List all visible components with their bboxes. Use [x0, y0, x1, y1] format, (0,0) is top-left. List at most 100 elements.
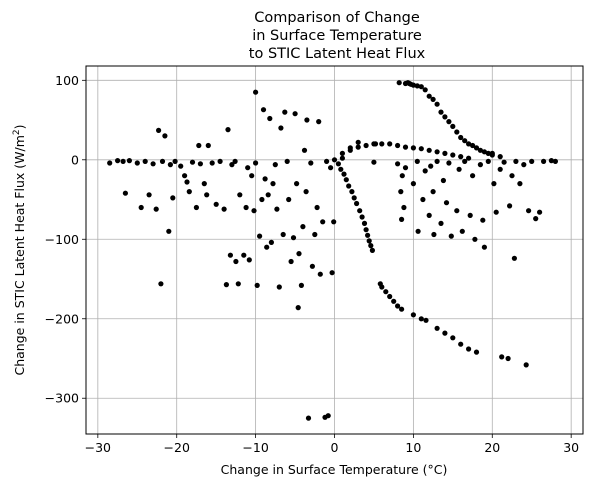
- y-axis-label-tail: ): [12, 125, 27, 130]
- data-point: [251, 208, 257, 214]
- data-point: [426, 212, 432, 218]
- data-point: [470, 142, 476, 149]
- x-tick-label: −10: [242, 440, 268, 455]
- data-point: [426, 93, 432, 99]
- data-point: [485, 158, 491, 164]
- data-point: [438, 220, 444, 226]
- data-point: [304, 117, 310, 123]
- data-point: [446, 119, 452, 125]
- data-point: [485, 150, 491, 156]
- data-point: [442, 150, 448, 156]
- data-point: [107, 160, 113, 166]
- data-point: [343, 177, 349, 183]
- data-point: [473, 145, 480, 151]
- data-point: [150, 161, 156, 167]
- data-point: [355, 139, 361, 145]
- data-point: [414, 83, 420, 89]
- data-point: [241, 252, 247, 258]
- x-tick-label: 20: [484, 440, 500, 455]
- data-point: [521, 162, 527, 168]
- data-point: [509, 173, 515, 179]
- x-tick-label: 10: [405, 440, 421, 455]
- data-point: [265, 192, 271, 198]
- data-point: [331, 219, 337, 225]
- data-point: [158, 281, 164, 287]
- data-point: [227, 252, 233, 258]
- data-point: [379, 284, 385, 290]
- data-point: [357, 208, 363, 214]
- data-point: [511, 255, 517, 261]
- data-point: [430, 189, 436, 195]
- data-point: [268, 239, 274, 245]
- data-point: [513, 158, 519, 164]
- data-point: [537, 209, 543, 215]
- data-point: [387, 293, 393, 300]
- data-point: [134, 160, 140, 166]
- data-point: [415, 228, 421, 234]
- data-point: [338, 166, 344, 172]
- data-point: [470, 173, 476, 179]
- data-point: [278, 125, 284, 131]
- data-point: [399, 216, 405, 222]
- data-point: [423, 317, 429, 323]
- scatter-points: [107, 80, 559, 421]
- data-point: [204, 192, 210, 198]
- data-point: [282, 109, 288, 115]
- data-point: [162, 133, 168, 139]
- data-point: [552, 158, 559, 164]
- data-point: [401, 204, 407, 211]
- data-point: [365, 232, 371, 238]
- data-point: [298, 282, 304, 288]
- data-point: [477, 162, 483, 168]
- data-point: [426, 147, 432, 153]
- data-point: [237, 192, 243, 198]
- data-point: [497, 154, 503, 160]
- data-point: [363, 227, 369, 233]
- data-point: [253, 160, 259, 166]
- data-point: [172, 158, 178, 164]
- data-point: [448, 233, 454, 239]
- data-point: [410, 181, 416, 187]
- data-point: [395, 161, 401, 167]
- y-tick-label: 100: [55, 73, 79, 88]
- data-point: [142, 158, 148, 164]
- data-point: [308, 160, 314, 166]
- data-point: [233, 258, 239, 265]
- data-point: [440, 177, 446, 184]
- data-point: [467, 212, 473, 218]
- data-point: [493, 209, 499, 215]
- data-point: [456, 166, 462, 172]
- data-point: [339, 150, 345, 156]
- data-point: [359, 214, 365, 220]
- data-point: [253, 89, 259, 95]
- data-point: [481, 149, 487, 155]
- data-point: [245, 165, 251, 171]
- data-point: [505, 355, 511, 362]
- data-point: [450, 123, 456, 129]
- data-point: [213, 201, 219, 207]
- data-point: [533, 216, 539, 222]
- data-point: [472, 236, 478, 242]
- data-point: [368, 243, 374, 249]
- data-point: [428, 163, 434, 169]
- data-point: [491, 181, 497, 187]
- data-point: [517, 181, 523, 187]
- data-point: [369, 247, 375, 253]
- data-point: [450, 152, 456, 158]
- data-point: [473, 349, 480, 355]
- data-point: [438, 109, 444, 115]
- data-point: [254, 282, 260, 288]
- data-point: [410, 312, 416, 318]
- data-point: [477, 147, 483, 153]
- data-point: [205, 142, 211, 149]
- data-point: [529, 158, 535, 164]
- chart-title: Comparison of Change in Surface Temperat…: [249, 10, 426, 62]
- data-point: [166, 228, 172, 234]
- data-point: [217, 158, 223, 164]
- data-point: [223, 282, 229, 288]
- data-point: [414, 158, 420, 164]
- data-point: [246, 257, 252, 263]
- x-axis-ticks: −30 −20 −10 0 10 20 30: [85, 434, 579, 455]
- data-point: [454, 208, 460, 214]
